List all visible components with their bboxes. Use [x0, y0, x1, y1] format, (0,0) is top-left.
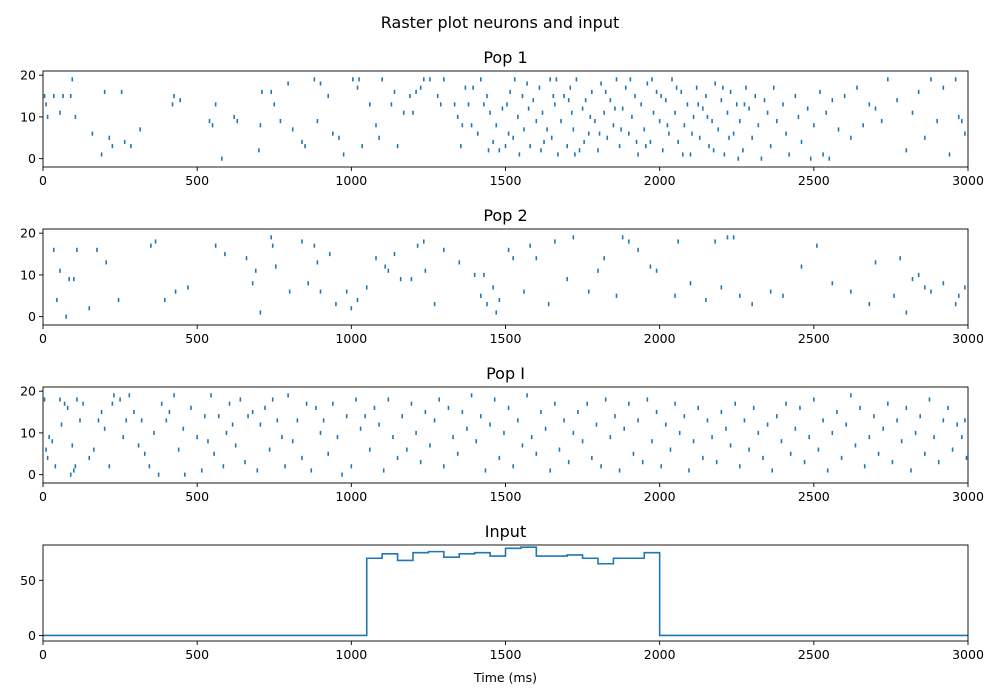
- input-x-axis-label: Time (ms): [473, 670, 537, 685]
- input-x-tick-label: 500: [185, 647, 209, 662]
- popi-y-tick-label: 0: [28, 467, 36, 482]
- pop2-x-tick-label: 0: [39, 331, 47, 346]
- popi-x-tick-label: 0: [39, 489, 47, 504]
- pop1-x-tick-label: 500: [185, 173, 209, 188]
- input-x-tick-label: 0: [39, 647, 47, 662]
- pop1-x-tick-label: 2500: [798, 173, 830, 188]
- popi-y-tick-label: 20: [20, 384, 36, 399]
- input-x-tick-label: 1500: [490, 647, 522, 662]
- popi-title: Pop I: [486, 364, 525, 383]
- popi-x-tick-label: 500: [185, 489, 209, 504]
- popi-y-tick-label: 10: [20, 425, 36, 440]
- popi-x-tick-label: 2500: [798, 489, 830, 504]
- input-title: Input: [485, 522, 526, 541]
- figure-title: Raster plot neurons and input: [381, 13, 619, 32]
- panel-input: Input 0 500 1000 1500 2000 2500 3000 0 50 Time (ms…: [20, 522, 984, 685]
- pop2-x-tick-label: 3000: [952, 331, 984, 346]
- input-series-line: [43, 546, 968, 637]
- panel-pop1: Pop 1 0 500 1000 1500 2000 2500 3000 0 10 20: [20, 48, 984, 188]
- pop1-x-tick-label: 0: [39, 173, 47, 188]
- popi-x-tick-label: 1500: [490, 489, 522, 504]
- pop2-axes-frame: [42, 228, 969, 326]
- popi-axes-frame: [42, 386, 969, 484]
- pop2-x-tick-label: 1500: [490, 331, 522, 346]
- pop2-x-tick-label: 1000: [335, 331, 367, 346]
- input-y-tick-label: 50: [20, 573, 36, 588]
- input-x-tick-label: 3000: [952, 647, 984, 662]
- pop1-y-tick-label: 0: [28, 151, 36, 166]
- pop2-y-tick-label: 10: [20, 267, 36, 282]
- input-x-tick-label: 1000: [335, 647, 367, 662]
- pop1-y-tick-label: 10: [20, 109, 36, 124]
- pop1-x-tick-label: 2000: [644, 173, 676, 188]
- pop2-x-tick-label: 500: [185, 331, 209, 346]
- pop1-x-tick-label: 1500: [490, 173, 522, 188]
- popi-x-tick-label: 2000: [644, 489, 676, 504]
- pop1-axes-frame: [42, 70, 969, 168]
- pop2-x-tick-label: 2000: [644, 331, 676, 346]
- pop1-title: Pop 1: [483, 48, 527, 67]
- pop1-x-tick-label: 1000: [335, 173, 367, 188]
- pop2-x-tick-label: 2500: [798, 331, 830, 346]
- popi-x-tick-label: 3000: [952, 489, 984, 504]
- panel-pop2: Pop 2 0 500 1000 1500 2000 2500 3000 0 10 20: [20, 206, 984, 346]
- panel-popi: Pop I 0 500 1000 1500 2000 2500 3000 0 10 20: [20, 364, 984, 504]
- input-x-tick-label: 2000: [644, 647, 676, 662]
- pop2-title: Pop 2: [483, 206, 527, 225]
- pop1-x-tick-label: 3000: [952, 173, 984, 188]
- input-y-tick-label: 0: [28, 628, 36, 643]
- pop2-y-tick-label: 0: [28, 309, 36, 324]
- popi-x-tick-label: 1000: [335, 489, 367, 504]
- pop1-y-tick-label: 20: [20, 68, 36, 83]
- pop2-y-tick-label: 20: [20, 226, 36, 241]
- input-x-tick-label: 2500: [798, 647, 830, 662]
- input-axes-frame: [42, 544, 969, 642]
